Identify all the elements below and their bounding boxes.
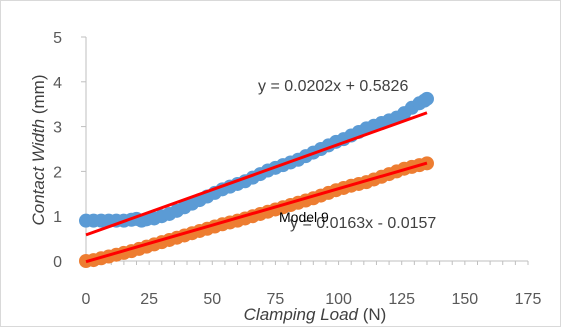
x-tick-label: 25 xyxy=(140,291,158,308)
x-tick-label: 50 xyxy=(203,291,221,308)
x-axis: 0 25 50 75 100 125 150 175 xyxy=(82,260,542,308)
x-tick-label: 175 xyxy=(515,291,542,308)
y-tick-label: 2 xyxy=(53,164,62,181)
x-tick-label: 150 xyxy=(452,291,479,308)
series-0 xyxy=(79,91,434,228)
x-tick-label: 0 xyxy=(82,291,91,308)
trendline-layer xyxy=(85,111,428,264)
trendline-equation-blue: y = 0.0202x + 0.5826 xyxy=(258,78,408,95)
data-point xyxy=(419,91,434,106)
y-tick-label: 4 xyxy=(53,75,62,92)
x-tick-label: 125 xyxy=(388,291,415,308)
y-tick-label: 0 xyxy=(53,254,62,271)
y-axis: 0 1 2 3 4 5 xyxy=(53,30,87,271)
y-tick-label: 5 xyxy=(53,30,62,47)
trendline-equation-orange: y = 0.0163x - 0.0157 xyxy=(290,215,436,232)
y-axis-title: Contact Width (mm) xyxy=(29,75,48,226)
y-tick-label: 3 xyxy=(53,120,62,137)
series-layer xyxy=(79,91,434,268)
x-axis-title: Clamping Load (N) xyxy=(244,305,387,324)
trendline-1 xyxy=(85,161,428,264)
trendline-0 xyxy=(85,111,428,237)
y-tick-label: 1 xyxy=(53,209,62,226)
x-tick-label: 75 xyxy=(267,291,285,308)
x-tick-label: 100 xyxy=(325,291,352,308)
model-annotation: Model 9 xyxy=(279,209,329,225)
